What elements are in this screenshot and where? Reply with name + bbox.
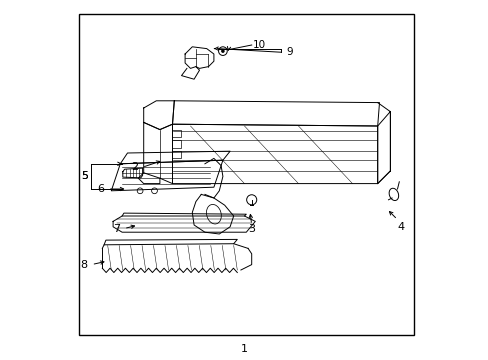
Text: 5: 5 bbox=[81, 171, 88, 181]
Bar bbox=[172, 140, 181, 148]
Text: 9: 9 bbox=[285, 47, 292, 57]
Text: 3: 3 bbox=[248, 224, 255, 234]
Bar bbox=[172, 130, 181, 137]
Text: 5: 5 bbox=[81, 171, 88, 181]
Text: 1: 1 bbox=[241, 344, 247, 354]
Text: 7: 7 bbox=[113, 224, 120, 234]
Text: 8: 8 bbox=[81, 260, 88, 270]
Text: 6: 6 bbox=[97, 184, 104, 194]
Text: 10: 10 bbox=[252, 40, 265, 50]
Bar bbox=[79, 14, 413, 335]
Text: 4: 4 bbox=[397, 222, 404, 232]
Text: 2: 2 bbox=[131, 162, 138, 172]
Circle shape bbox=[222, 50, 224, 52]
Bar bbox=[172, 151, 181, 158]
